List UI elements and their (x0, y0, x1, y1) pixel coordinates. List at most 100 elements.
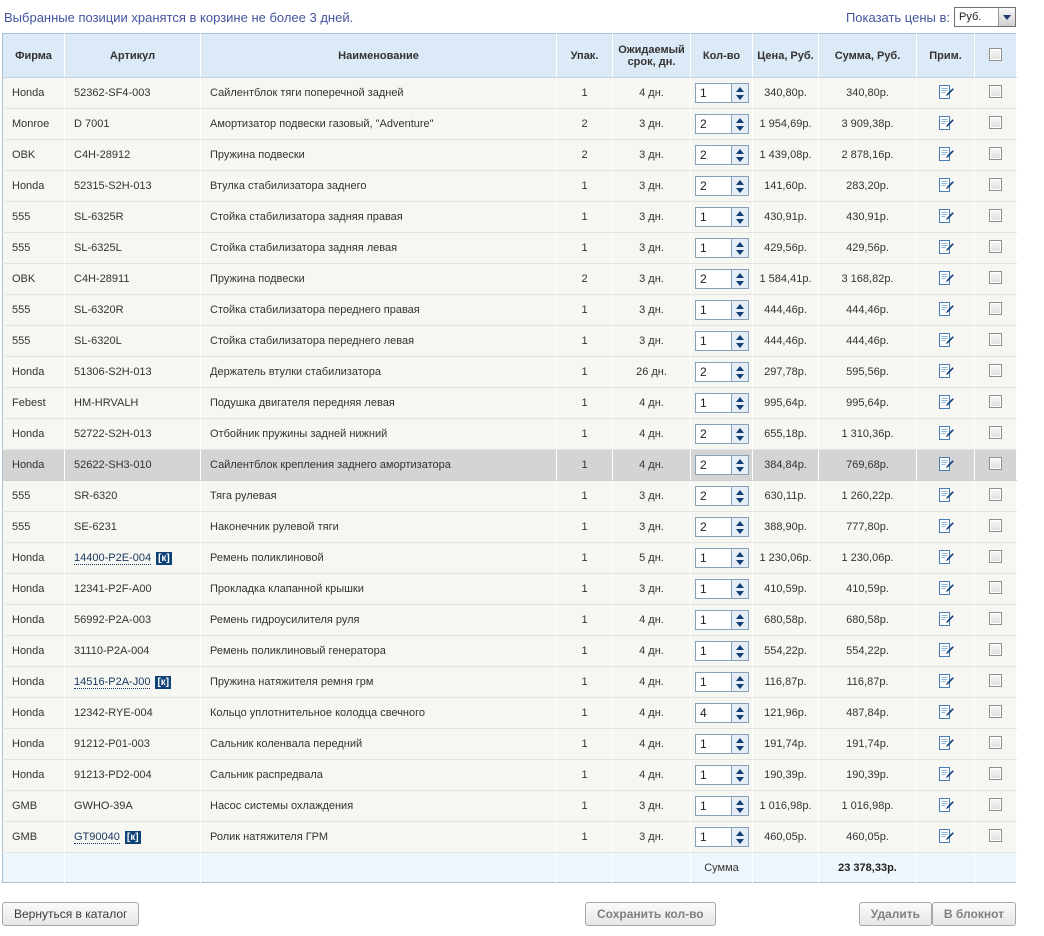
note-edit-icon[interactable] (938, 735, 954, 751)
note-edit-icon[interactable] (938, 146, 954, 162)
quantity-input[interactable] (695, 486, 732, 506)
quantity-stepper[interactable] (732, 424, 749, 444)
note-edit-icon[interactable] (938, 828, 954, 844)
quantity-input[interactable] (695, 300, 732, 320)
note-edit-icon[interactable] (938, 642, 954, 658)
note-edit-icon[interactable] (938, 301, 954, 317)
quantity-input[interactable] (695, 331, 732, 351)
note-edit-icon[interactable] (938, 332, 954, 348)
save-quantity-button[interactable]: Сохранить кол-во (585, 902, 716, 926)
quantity-input[interactable] (695, 176, 732, 196)
select-all-checkbox[interactable] (989, 47, 1002, 61)
cross-reference-badge[interactable]: [к] (155, 675, 172, 689)
quantity-input[interactable] (695, 579, 732, 599)
quantity-stepper[interactable] (732, 579, 749, 599)
spinner-up-icon[interactable] (736, 117, 744, 123)
note-edit-icon[interactable] (938, 115, 954, 131)
quantity-stepper[interactable] (732, 145, 749, 165)
quantity-stepper[interactable] (732, 672, 749, 692)
spinner-up-icon[interactable] (736, 613, 744, 619)
spinner-up-icon[interactable] (736, 582, 744, 588)
row-checkbox[interactable] (989, 643, 1002, 656)
currency-select[interactable]: Руб. (954, 7, 1016, 27)
quantity-input[interactable] (695, 827, 732, 847)
spinner-down-icon[interactable] (736, 435, 744, 441)
spinner-down-icon[interactable] (736, 838, 744, 844)
spinner-up-icon[interactable] (736, 830, 744, 836)
row-checkbox[interactable] (989, 395, 1002, 408)
note-edit-icon[interactable] (938, 208, 954, 224)
quantity-stepper[interactable] (732, 393, 749, 413)
spinner-up-icon[interactable] (736, 365, 744, 371)
quantity-stepper[interactable] (732, 641, 749, 661)
row-checkbox[interactable] (989, 519, 1002, 532)
note-edit-icon[interactable] (938, 549, 954, 565)
spinner-down-icon[interactable] (736, 342, 744, 348)
row-checkbox[interactable] (989, 147, 1002, 160)
spinner-up-icon[interactable] (736, 458, 744, 464)
spinner-up-icon[interactable] (736, 706, 744, 712)
quantity-input[interactable] (695, 517, 732, 537)
back-to-catalog-button[interactable]: Вернуться в каталог (2, 902, 140, 926)
note-edit-icon[interactable] (938, 425, 954, 441)
quantity-input[interactable] (695, 734, 732, 754)
note-edit-icon[interactable] (938, 177, 954, 193)
quantity-input[interactable] (695, 672, 732, 692)
quantity-stepper[interactable] (732, 517, 749, 537)
quantity-stepper[interactable] (732, 455, 749, 475)
spinner-down-icon[interactable] (736, 683, 744, 689)
note-edit-icon[interactable] (938, 456, 954, 472)
note-edit-icon[interactable] (938, 704, 954, 720)
spinner-down-icon[interactable] (736, 528, 744, 534)
row-checkbox[interactable] (989, 488, 1002, 501)
spinner-up-icon[interactable] (736, 768, 744, 774)
spinner-down-icon[interactable] (736, 404, 744, 410)
row-checkbox[interactable] (989, 829, 1002, 842)
note-edit-icon[interactable] (938, 270, 954, 286)
note-edit-icon[interactable] (938, 84, 954, 100)
to-notepad-button[interactable]: В блокнот (931, 902, 1016, 926)
quantity-stepper[interactable] (732, 331, 749, 351)
spinner-down-icon[interactable] (736, 373, 744, 379)
note-edit-icon[interactable] (938, 394, 954, 410)
cross-reference-badge[interactable]: [к] (124, 830, 141, 844)
spinner-down-icon[interactable] (736, 590, 744, 596)
note-edit-icon[interactable] (938, 611, 954, 627)
spinner-up-icon[interactable] (736, 334, 744, 340)
spinner-up-icon[interactable] (736, 520, 744, 526)
quantity-stepper[interactable] (732, 827, 749, 847)
spinner-down-icon[interactable] (736, 187, 744, 193)
note-edit-icon[interactable] (938, 363, 954, 379)
spinner-up-icon[interactable] (736, 551, 744, 557)
note-edit-icon[interactable] (938, 518, 954, 534)
spinner-down-icon[interactable] (736, 311, 744, 317)
spinner-up-icon[interactable] (736, 272, 744, 278)
row-checkbox[interactable] (989, 798, 1002, 811)
quantity-input[interactable] (695, 703, 732, 723)
spinner-up-icon[interactable] (736, 737, 744, 743)
quantity-stepper[interactable] (732, 548, 749, 568)
spinner-down-icon[interactable] (736, 621, 744, 627)
quantity-input[interactable] (695, 610, 732, 630)
spinner-down-icon[interactable] (736, 559, 744, 565)
note-edit-icon[interactable] (938, 673, 954, 689)
quantity-input[interactable] (695, 83, 732, 103)
row-checkbox[interactable] (989, 240, 1002, 253)
quantity-input[interactable] (695, 765, 732, 785)
spinner-up-icon[interactable] (736, 489, 744, 495)
note-edit-icon[interactable] (938, 766, 954, 782)
quantity-input[interactable] (695, 362, 732, 382)
row-checkbox[interactable] (989, 705, 1002, 718)
note-edit-icon[interactable] (938, 239, 954, 255)
quantity-input[interactable] (695, 114, 732, 134)
quantity-stepper[interactable] (732, 703, 749, 723)
note-edit-icon[interactable] (938, 580, 954, 596)
row-checkbox[interactable] (989, 736, 1002, 749)
note-edit-icon[interactable] (938, 487, 954, 503)
row-checkbox[interactable] (989, 302, 1002, 315)
spinner-up-icon[interactable] (736, 427, 744, 433)
row-checkbox[interactable] (989, 271, 1002, 284)
quantity-stepper[interactable] (732, 176, 749, 196)
spinner-up-icon[interactable] (736, 179, 744, 185)
spinner-up-icon[interactable] (736, 86, 744, 92)
